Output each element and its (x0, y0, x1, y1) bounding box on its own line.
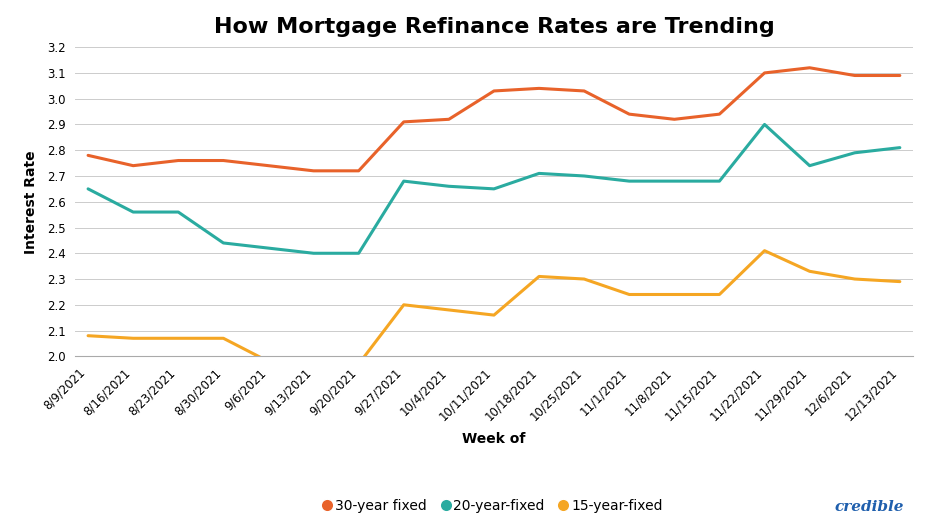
Text: credible: credible (834, 499, 904, 514)
Y-axis label: Interest Rate: Interest Rate (24, 150, 38, 254)
Title: How Mortgage Refinance Rates are Trending: How Mortgage Refinance Rates are Trendin… (213, 17, 774, 37)
Legend: 30-year fixed, 20-year-fixed, 15-year-fixed: 30-year fixed, 20-year-fixed, 15-year-fi… (320, 493, 668, 518)
X-axis label: Week of: Week of (462, 432, 526, 445)
